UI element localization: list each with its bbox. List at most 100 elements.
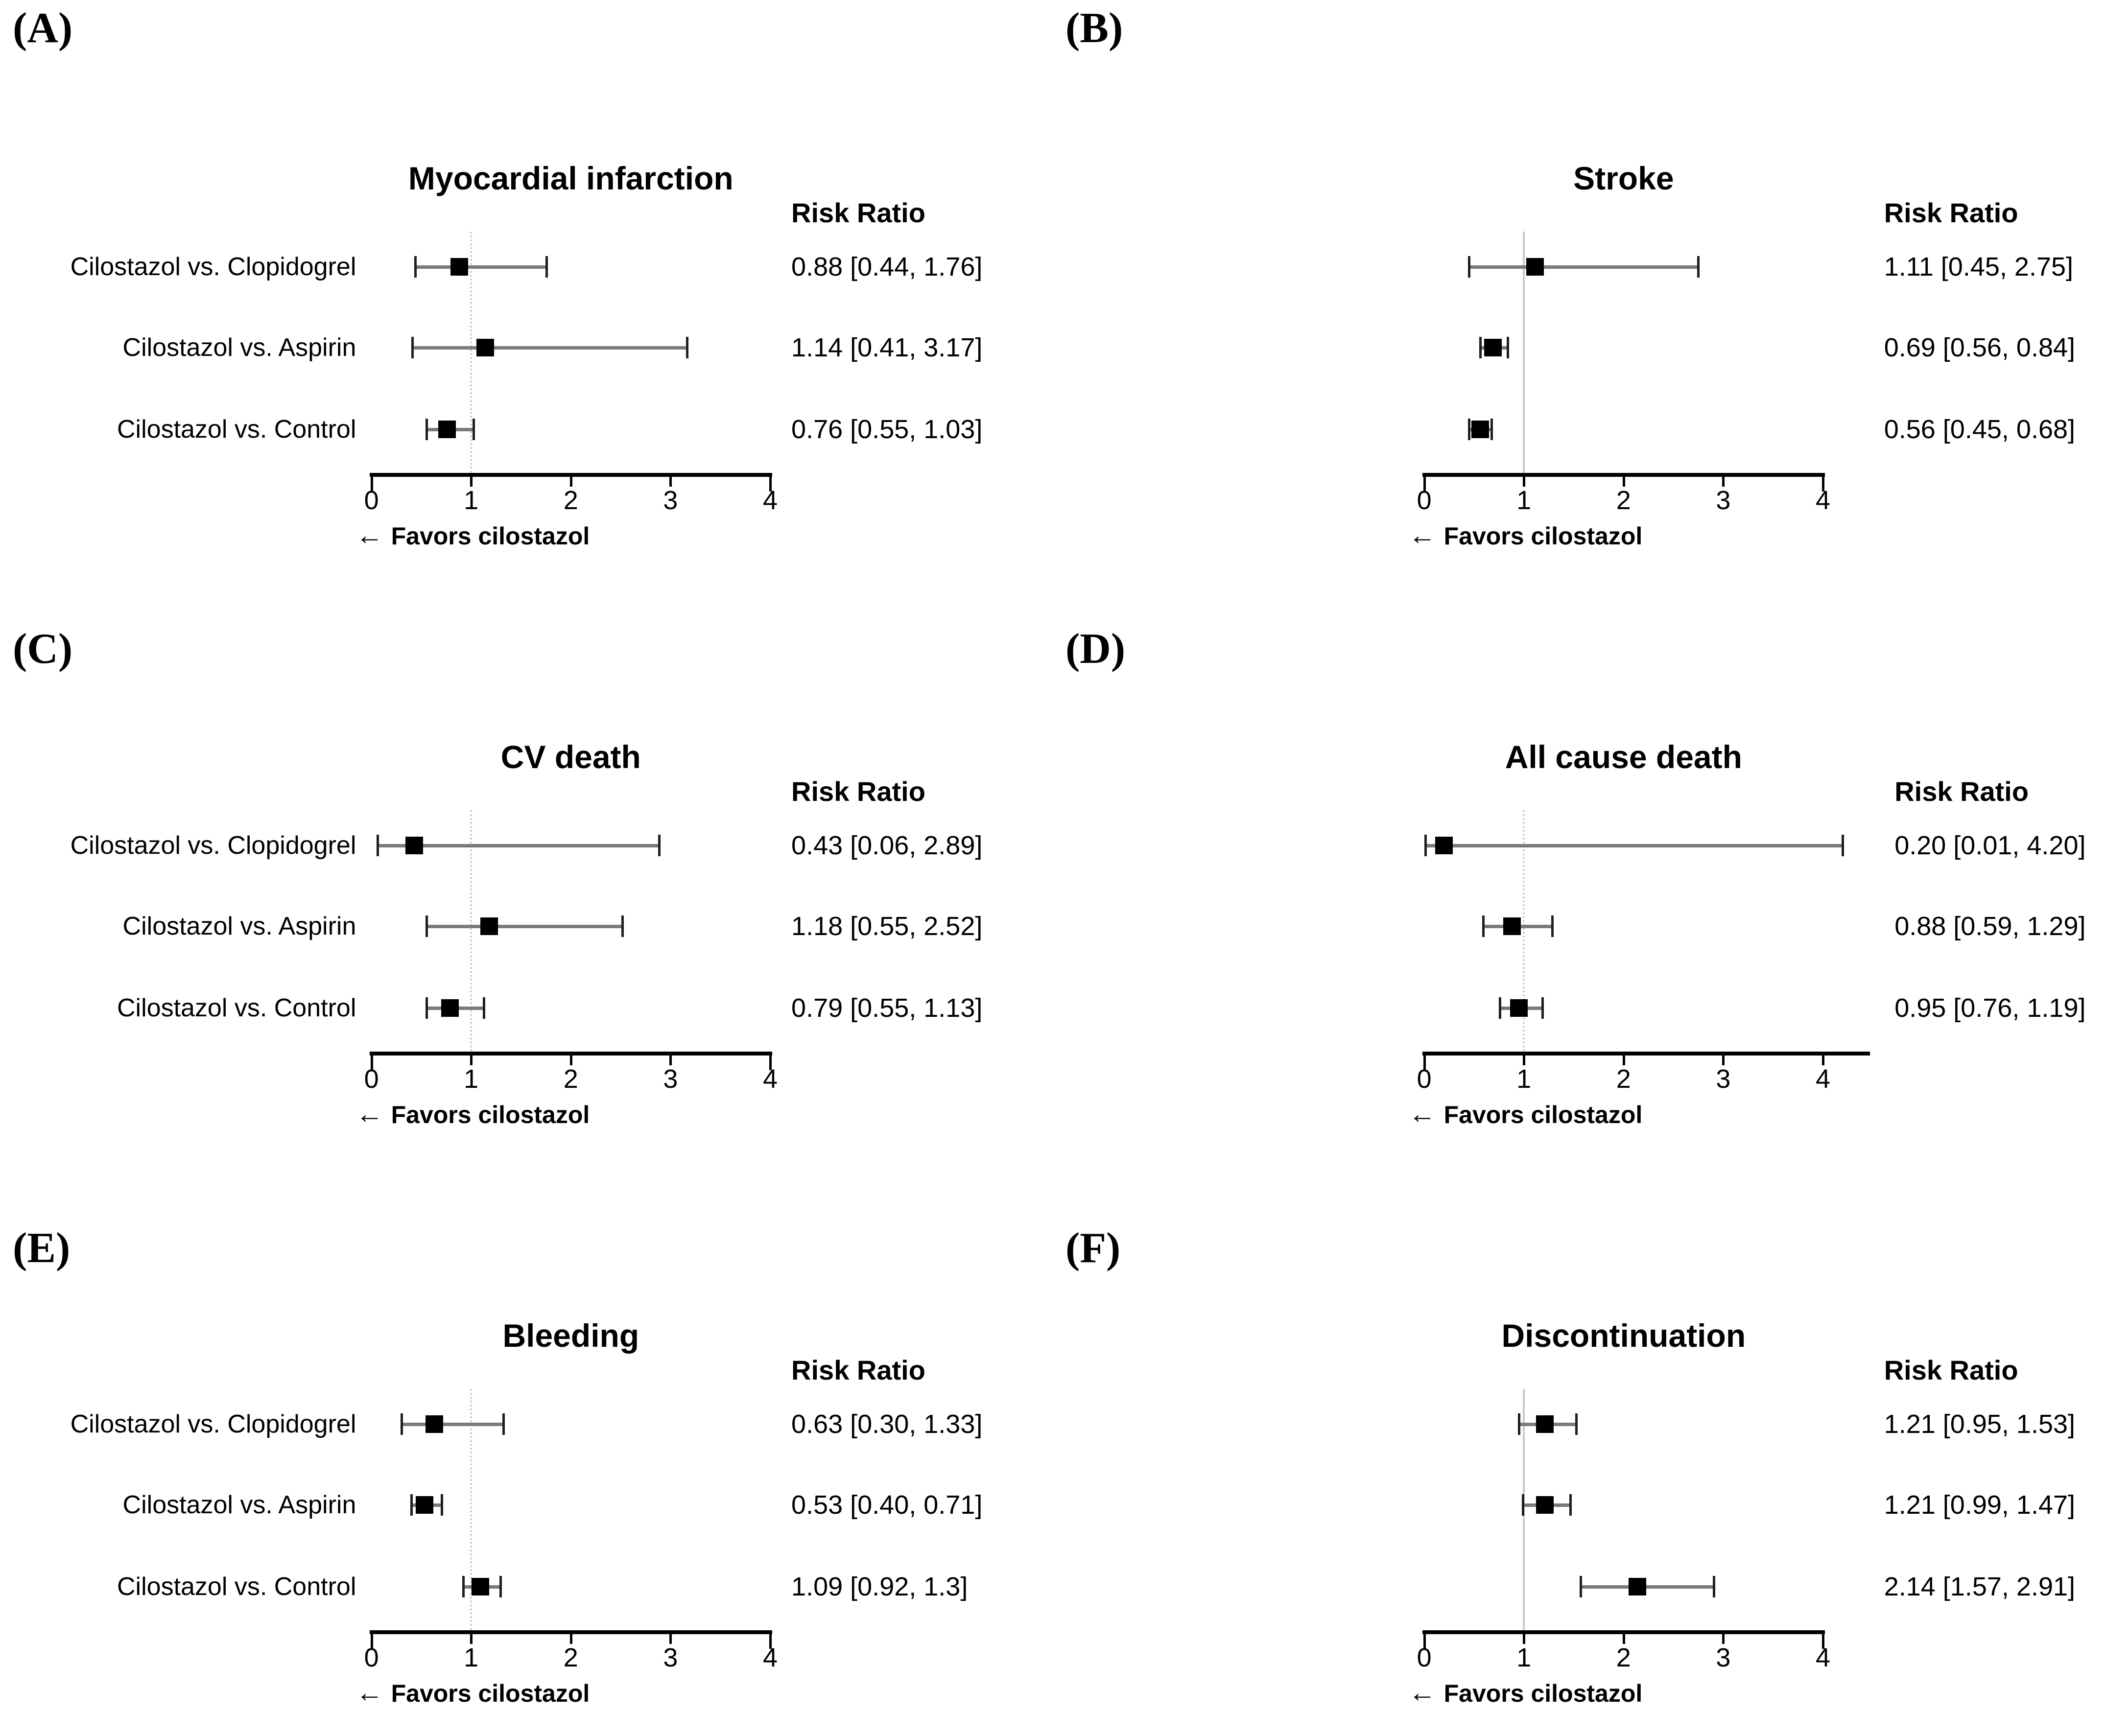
x-axis-tick — [1423, 1051, 1426, 1070]
x-axis-tick — [1722, 472, 1725, 487]
forest-rows: Cilostazol vs. Clopidogrel 0.43 [0.06, 2… — [0, 579, 1052, 1157]
point-estimate-marker — [438, 421, 456, 439]
x-axis-tick-label: 0 — [364, 1064, 379, 1094]
ci-lower-cap — [1468, 256, 1471, 278]
favors-cilostazol-label: ← Favors cilostazol — [1409, 516, 1643, 555]
reference-line-x1 — [470, 810, 473, 1052]
comparison-label: Cilostazol vs. Aspirin — [122, 912, 356, 941]
ci-lower-cap — [425, 915, 428, 938]
favors-cilostazol-label: ← Favors cilostazol — [1409, 1673, 1643, 1712]
forest-rows: Cilostazol vs. Clopidogrel 1.21 [0.95, 1… — [71, 1157, 2105, 1736]
x-axis-tick — [569, 472, 572, 487]
reference-line-x1 — [1523, 810, 1525, 1052]
x-axis-tick — [370, 1630, 373, 1649]
x-axis-tick-label: 3 — [1716, 1643, 1731, 1673]
point-estimate-marker — [471, 1578, 489, 1596]
point-estimate-marker — [1484, 339, 1502, 357]
ci-upper-cap — [473, 419, 475, 441]
ci-upper-cap — [621, 915, 624, 938]
ci-upper-cap — [502, 1413, 505, 1435]
risk-ratio-column-header: Risk Ratio — [1884, 197, 2018, 228]
x-axis-tick — [1822, 1051, 1825, 1065]
panel-title: Discontinuation — [1501, 1317, 1746, 1354]
x-axis-tick-label: 0 — [1417, 1643, 1432, 1673]
forest-rows: Cilostazol vs. Clopidogrel 0.20 [0.01, 4… — [71, 579, 2105, 1157]
panel-letter-label: (E) — [13, 1224, 71, 1272]
comparison-label: Cilostazol vs. Clopidogrel — [70, 1409, 356, 1438]
x-axis-tick — [669, 1630, 672, 1644]
point-estimate-marker — [1503, 917, 1521, 936]
panel-letter-label: (C) — [13, 625, 73, 673]
ci-upper-cap — [1490, 419, 1493, 441]
ci-lower-cap — [1522, 1494, 1525, 1516]
favors-text: Favors cilostazol — [1443, 1101, 1643, 1129]
ci-lower-cap — [462, 1576, 465, 1598]
panel-letter-label: (F) — [1065, 1224, 1121, 1272]
x-axis-tick — [470, 1051, 473, 1065]
x-axis-tick-label: 2 — [563, 1064, 578, 1094]
confidence-interval-line — [401, 1422, 504, 1426]
ci-upper-cap — [499, 1576, 502, 1598]
ci-lower-cap — [425, 419, 428, 441]
ci-upper-cap — [1569, 1494, 1572, 1516]
point-estimate-marker — [1510, 999, 1528, 1017]
ci-lower-cap — [425, 997, 428, 1019]
x-axis-tick-label: 2 — [563, 1643, 578, 1673]
x-axis-tick-label: 3 — [1716, 1064, 1731, 1094]
risk-ratio-value: 0.88 [0.59, 1.29] — [1894, 912, 2086, 941]
x-axis-tick-label: 1 — [464, 1064, 479, 1094]
panel-title: CV death — [500, 739, 641, 775]
risk-ratio-value: 0.95 [0.76, 1.19] — [1894, 993, 2086, 1023]
x-axis-tick — [669, 472, 672, 487]
x-axis: 0 1 2 3 4 — [0, 0, 1052, 579]
x-axis-tick-label: 3 — [1716, 486, 1731, 516]
reference-line-x1 — [1523, 231, 1525, 473]
risk-ratio-value: 0.53 [0.40, 0.71] — [791, 1490, 983, 1520]
x-axis-tick — [1622, 472, 1625, 487]
x-axis-tick — [1722, 1630, 1725, 1644]
comparison-label: Cilostazol vs. Control — [117, 1572, 356, 1601]
x-axis-tick — [470, 1630, 473, 1644]
x-axis-tick — [1622, 1051, 1625, 1065]
confidence-interval-line — [1469, 265, 1699, 269]
x-axis-tick-label: 3 — [663, 486, 678, 516]
ci-upper-cap — [1551, 915, 1554, 938]
x-axis-tick-label: 4 — [763, 486, 778, 516]
forest-panel-myocardial-infarction: (A) Myocardial infarction Risk Ratio Cil… — [0, 0, 1052, 579]
forest-rows: Cilostazol vs. Clopidogrel 1.11 [0.45, 2… — [71, 0, 2105, 579]
comparison-label: Cilostazol vs. Control — [117, 415, 356, 444]
comparison-label: Cilostazol vs. Control — [117, 994, 356, 1023]
risk-ratio-value: 0.43 [0.06, 2.89] — [791, 830, 983, 860]
risk-ratio-column-header: Risk Ratio — [1894, 775, 2029, 807]
confidence-interval-line — [377, 844, 660, 847]
left-arrow-icon: ← — [1408, 519, 1436, 551]
x-axis-tick — [669, 1051, 672, 1065]
ci-lower-cap — [1479, 337, 1482, 359]
risk-ratio-value: 1.09 [0.92, 1.3] — [791, 1572, 968, 1602]
favors-cilostazol-label: ← Favors cilostazol — [356, 1673, 590, 1712]
x-axis-tick — [1822, 472, 1825, 492]
risk-ratio-column-header: Risk Ratio — [791, 197, 925, 228]
forest-panel-bleeding: (E) Bleeding Risk Ratio Cilostazol vs. C… — [0, 1157, 1052, 1736]
comparison-label: Cilostazol vs. Clopidogrel — [70, 831, 356, 860]
x-axis-tick — [1523, 1051, 1526, 1065]
ci-lower-cap — [414, 256, 417, 278]
left-arrow-icon: ← — [1408, 1098, 1436, 1129]
ci-upper-cap — [1541, 997, 1544, 1019]
left-arrow-icon: ← — [355, 519, 383, 551]
favors-text: Favors cilostazol — [1443, 522, 1643, 550]
panel-title: Myocardial infarction — [408, 160, 733, 197]
ci-lower-cap — [1482, 915, 1485, 938]
ci-lower-cap — [410, 1494, 413, 1516]
ci-upper-cap — [686, 337, 689, 359]
reference-line-x1 — [470, 1388, 473, 1630]
ci-upper-cap — [545, 256, 548, 278]
left-arrow-icon: ← — [1408, 1677, 1436, 1708]
x-axis: 0 1 2 3 4 — [0, 1157, 1052, 1736]
risk-ratio-value: 1.21 [0.95, 1.53] — [1884, 1409, 2076, 1439]
confidence-interval-line — [426, 925, 623, 929]
x-axis-tick — [1423, 1630, 1426, 1649]
comparison-label: Cilostazol vs. Aspirin — [122, 333, 356, 362]
x-axis-tick-label: 4 — [1816, 486, 1831, 516]
point-estimate-marker — [1435, 836, 1453, 854]
